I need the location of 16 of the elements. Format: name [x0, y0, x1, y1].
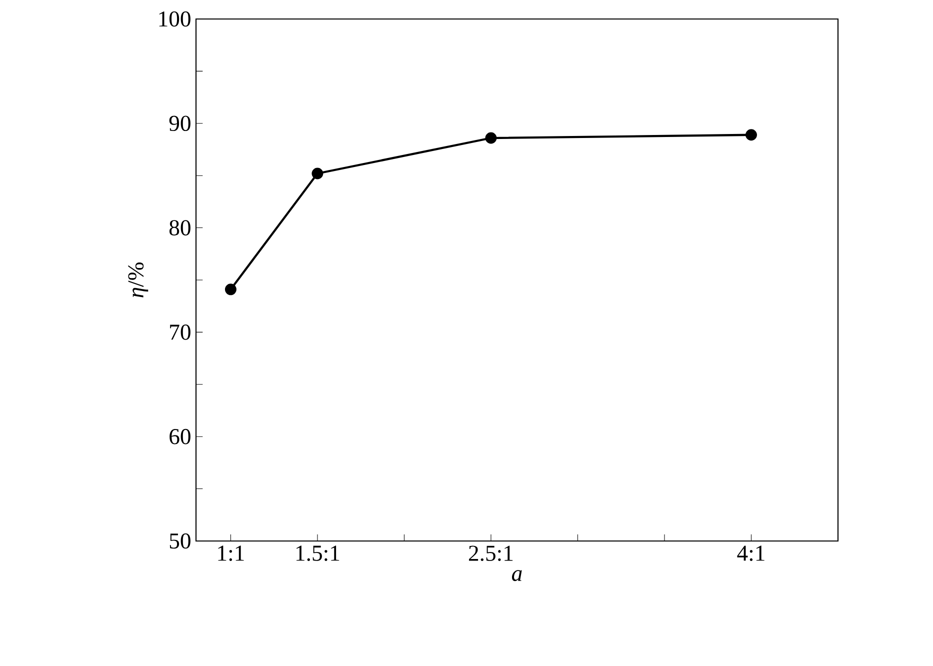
- point: [224, 284, 236, 296]
- y-tick-label: 70: [170, 324, 190, 340]
- x-axis-title: a: [512, 570, 522, 582]
- point: [312, 168, 324, 180]
- y-tick-label: 50: [170, 533, 190, 549]
- point: [485, 132, 497, 144]
- y-tick-label: 60: [170, 428, 190, 444]
- y-tick-label: 80: [169, 220, 190, 236]
- y-tick-label: 90: [169, 116, 190, 132]
- y-tick-label: 100: [159, 11, 190, 27]
- x-tick-label: 4:1: [737, 546, 764, 561]
- x-tick-label: 1.5:1: [296, 546, 340, 561]
- x-tick-label: 1:1: [218, 546, 244, 561]
- x-tick-label: 2.5:1: [468, 546, 513, 562]
- point: [746, 129, 757, 141]
- y-axis-title: η/%: [128, 262, 148, 298]
